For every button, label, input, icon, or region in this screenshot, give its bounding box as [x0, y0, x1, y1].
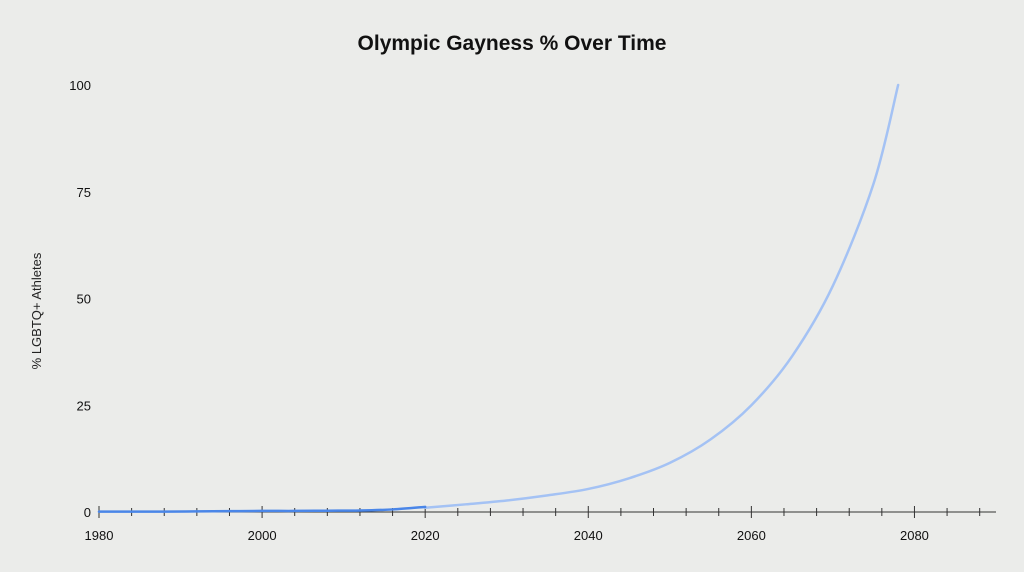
x-tick-label: 2000	[248, 528, 277, 543]
y-tick-labels: 0 25 50 75 100	[69, 78, 91, 520]
x-tick-label: 2040	[574, 528, 603, 543]
y-tick-label: 50	[77, 292, 91, 307]
projection-series-line	[423, 83, 900, 509]
x-axis: 1980 2000 2020 2040 2060 2080	[85, 506, 996, 543]
series-layer	[97, 83, 900, 513]
x-tick-label: 2080	[900, 528, 929, 543]
y-tick-label: 100	[69, 78, 91, 93]
historical-series-line	[97, 505, 427, 513]
y-axis-label: % LGBTQ+ Athletes	[29, 252, 44, 369]
y-tick-label: 0	[84, 505, 91, 520]
x-tick-label: 2020	[411, 528, 440, 543]
y-tick-label: 25	[77, 398, 91, 413]
chart-title: Olympic Gayness % Over Time	[358, 32, 667, 55]
x-tick-label: 1980	[85, 528, 114, 543]
y-tick-label: 75	[77, 185, 91, 200]
x-tick-label: 2060	[737, 528, 766, 543]
